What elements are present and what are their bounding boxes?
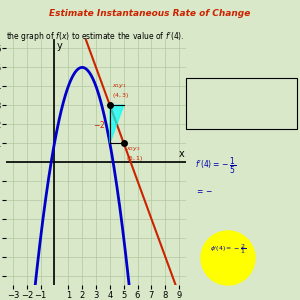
Text: $x_2 y_2$
$(5, 1)$: $x_2 y_2$ $(5, 1)$ — [126, 145, 143, 163]
Text: y: y — [56, 41, 62, 51]
Text: $m = \dfrac{\Delta y}{\Delta x} =$: $m = \dfrac{\Delta y}{\Delta x} =$ — [195, 90, 235, 112]
Text: the graph of $f(x)$ to estimate the value of $f'(4)$.: the graph of $f(x)$ to estimate the valu… — [6, 30, 184, 43]
Text: $f'(4) = -\dfrac{1}{5}$: $f'(4) = -\dfrac{1}{5}$ — [195, 156, 236, 176]
Text: $\phi'(4) = -\dfrac{2}{1}$: $\phi'(4) = -\dfrac{2}{1}$ — [210, 242, 246, 256]
Text: $f'(4) = $: $f'(4) = $ — [195, 120, 220, 132]
Text: x: x — [179, 149, 184, 159]
Text: $-2$: $-2$ — [93, 119, 105, 130]
Text: Estimate Instantaneous Rate of Change: Estimate Instantaneous Rate of Change — [49, 9, 251, 18]
Text: $= -$: $= -$ — [195, 186, 214, 195]
Polygon shape — [110, 105, 124, 143]
Text: $x_1 y_1$
$(4, 3)$: $x_1 y_1$ $(4, 3)$ — [112, 82, 129, 100]
